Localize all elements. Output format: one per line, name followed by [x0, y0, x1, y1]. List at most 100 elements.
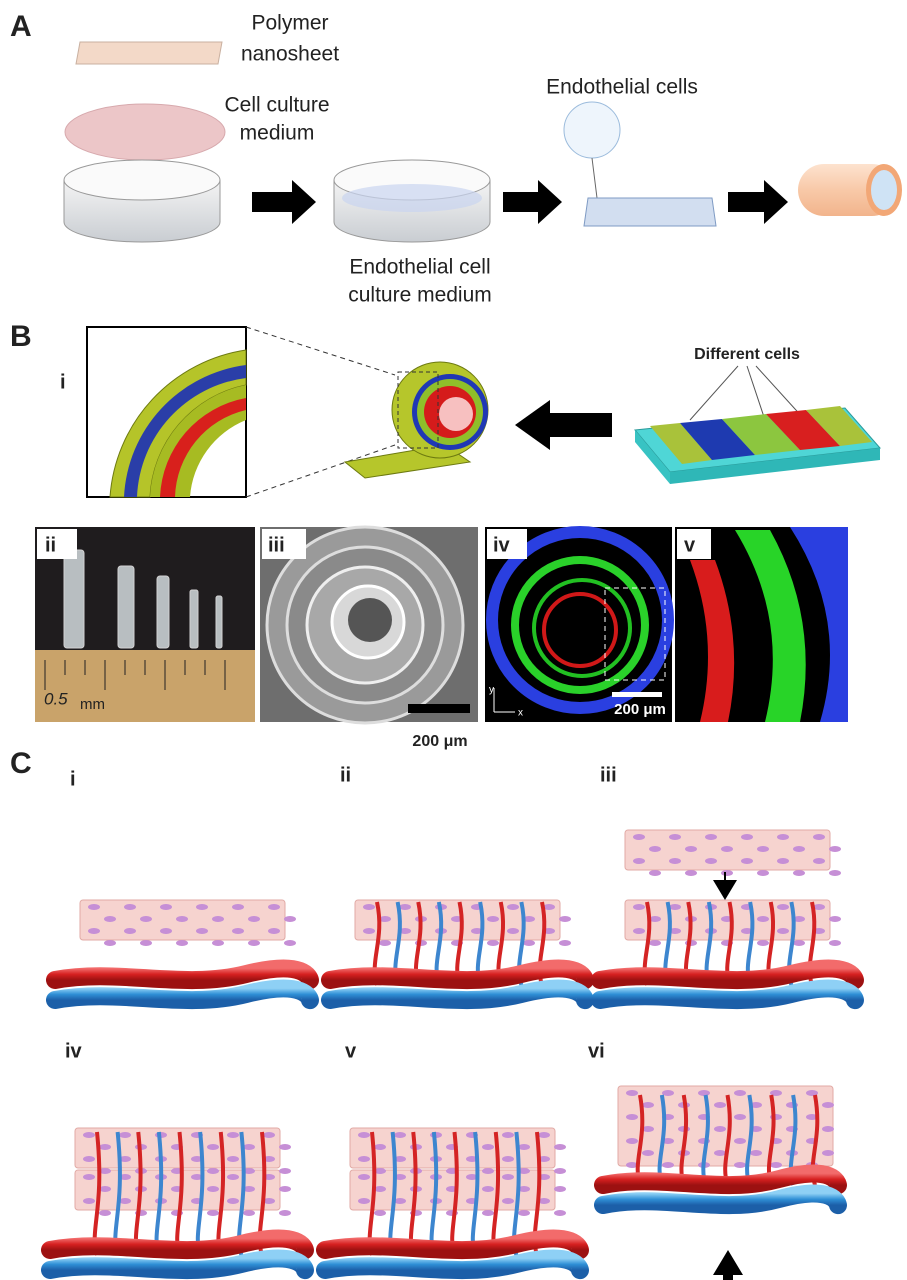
step-label: v — [345, 1040, 357, 1062]
vein — [50, 1258, 305, 1270]
cell-nucleus — [279, 1144, 291, 1150]
step-label: iii — [600, 764, 617, 786]
cell-nucleus — [279, 1186, 291, 1192]
cell-nucleus — [268, 904, 280, 910]
cell-nucleus — [714, 1126, 726, 1132]
tissue-illustrations: iiiiiiivvvi — [50, 764, 855, 1280]
cell-nucleus — [248, 940, 260, 946]
axis-label: x — [518, 708, 523, 719]
cell-nucleus — [685, 846, 697, 852]
cell-nucleus — [734, 1138, 746, 1144]
cell-nucleus — [741, 858, 753, 864]
cell-nucleus — [705, 834, 717, 840]
panel-label: B — [10, 320, 32, 353]
cell-nucleus — [358, 1156, 370, 1162]
cell-nucleus — [750, 1150, 762, 1156]
arrow — [713, 880, 737, 900]
cell-nucleus — [714, 1102, 726, 1108]
cell-nucleus — [829, 940, 841, 946]
cell-nucleus — [207, 1144, 219, 1150]
cell-nucleus — [207, 1186, 219, 1192]
cell-nucleus — [83, 1156, 95, 1162]
cell-nucleus — [482, 1168, 494, 1174]
cell-nucleus — [669, 834, 681, 840]
cell-nucleus — [358, 1174, 370, 1180]
photo-label: iii — [268, 534, 285, 556]
cell-nucleus — [363, 928, 375, 934]
cell-nucleus — [685, 870, 697, 876]
cell-nucleus — [829, 916, 841, 922]
cell-nucleus — [104, 940, 116, 946]
petri-dish — [64, 160, 220, 242]
cell-nucleus — [633, 858, 645, 864]
cell-nucleus — [757, 846, 769, 852]
cell-nucleus — [502, 1156, 514, 1162]
cell-nucleus — [642, 1150, 654, 1156]
cell-nucleus — [83, 1198, 95, 1204]
cell-nucleus — [649, 870, 661, 876]
step-label: i — [70, 768, 76, 790]
cell-nucleus — [160, 904, 172, 910]
cell-nucleus — [662, 1162, 674, 1168]
artery — [55, 968, 310, 980]
vein — [600, 988, 855, 1000]
cell-nucleus — [124, 904, 136, 910]
cell-nucleus — [227, 1156, 239, 1162]
cell-nucleus — [487, 940, 499, 946]
cell-nucleus — [374, 1144, 386, 1150]
cell-nucleus — [554, 1186, 566, 1192]
cell-nucleus — [279, 1210, 291, 1216]
cell-nucleus — [813, 858, 825, 864]
cell-nucleus — [633, 928, 645, 934]
photo-label: iv — [493, 534, 511, 556]
vein — [325, 1258, 580, 1270]
cell-nucleus — [714, 1150, 726, 1156]
caption: nanosheet — [241, 43, 339, 66]
cell-nucleus — [358, 1198, 370, 1204]
cell-nucleus — [227, 1132, 239, 1138]
cell-nucleus — [487, 916, 499, 922]
cell-nucleus — [554, 1210, 566, 1216]
cell-nucleus — [248, 916, 260, 922]
cell-nucleus — [757, 916, 769, 922]
cell-nucleus — [721, 870, 733, 876]
cell-nucleus — [734, 1090, 746, 1096]
cell-nucleus — [633, 904, 645, 910]
cell-nucleus — [642, 1102, 654, 1108]
cell-nucleus — [626, 1138, 638, 1144]
cell-nucleus — [554, 1144, 566, 1150]
cell-nucleus — [99, 1144, 111, 1150]
cell-nucleus — [507, 904, 519, 910]
cell-nucleus — [777, 858, 789, 864]
cell-nucleus — [482, 1186, 494, 1192]
arrow — [713, 1250, 743, 1280]
panel-label: C — [10, 747, 32, 780]
cell-nucleus — [757, 870, 769, 876]
panel-label: A — [10, 10, 32, 43]
petri-dish — [334, 160, 490, 242]
axis-label: y — [489, 685, 494, 696]
artery — [603, 1173, 838, 1185]
cell-nucleus — [227, 1174, 239, 1180]
cell-nucleus — [538, 1132, 550, 1138]
cell-nucleus — [212, 916, 224, 922]
cell-nucleus — [363, 904, 375, 910]
medium-disk — [65, 104, 225, 160]
cell-nucleus — [279, 1168, 291, 1174]
cell-nucleus — [176, 916, 188, 922]
cell-nucleus — [83, 1174, 95, 1180]
vein — [55, 988, 310, 1000]
cell-nucleus — [207, 1210, 219, 1216]
cell-nucleus — [140, 916, 152, 922]
cell-nucleus — [176, 940, 188, 946]
caption: Different cells — [694, 346, 800, 363]
cell-nucleus — [88, 928, 100, 934]
cell-slab — [635, 366, 880, 484]
vein — [330, 988, 585, 1000]
cell-nucleus — [196, 928, 208, 934]
cell-nucleus — [829, 846, 841, 852]
cell-nucleus — [232, 928, 244, 934]
step-label: ii — [340, 764, 351, 786]
cell-nucleus — [243, 1210, 255, 1216]
cell-nucleus — [770, 1162, 782, 1168]
